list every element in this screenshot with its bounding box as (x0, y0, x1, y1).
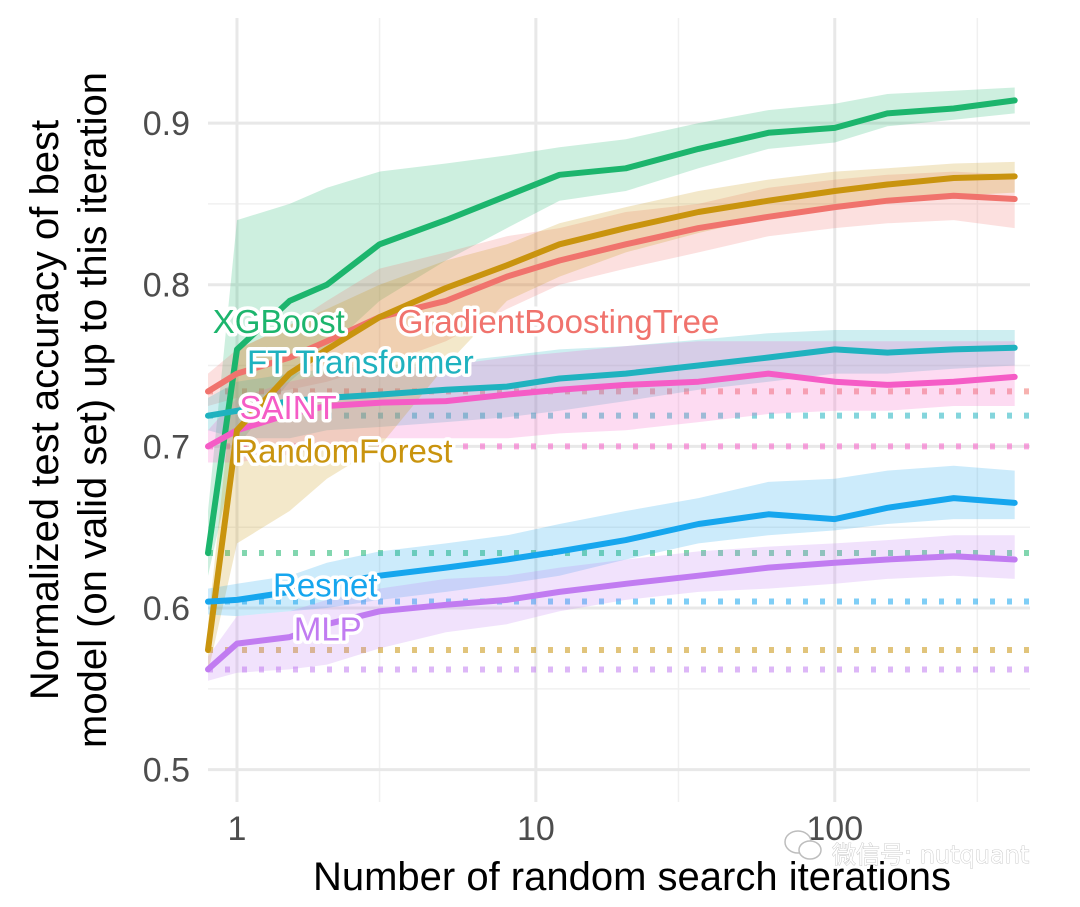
watermark-text: 微信号: nutquant (832, 841, 1029, 869)
label-ft-transformer: FT Transformer (247, 344, 474, 381)
band-gradientboostingtree (208, 171, 1015, 406)
x-tick-label: 1 (228, 810, 247, 848)
tick-labels: 0.50.60.70.80.91 10 100 (143, 105, 863, 848)
line-gradientboostingtree (205, 192, 1018, 395)
line-resnet (205, 495, 1018, 605)
line-mlp (205, 553, 1018, 673)
label-randomforest: RandomForest (234, 433, 452, 470)
y-tick-label: 0.9 (143, 105, 190, 143)
label-saint: SAINT (240, 389, 337, 426)
y-tick-label: 0.6 (143, 590, 190, 628)
line-randomforest (205, 173, 1018, 653)
watermark: 微信号: nutquant (784, 830, 1030, 869)
x-tick-label: 10 (517, 810, 555, 848)
y-axis-title-line-2: model (on valid set) up to this iteratio… (71, 72, 115, 748)
baseline-dotted-lines (208, 388, 1030, 673)
x-axis-title: Number of random search iterations (313, 855, 951, 899)
y-axis-title-line-1: Normalized test accuracy of best (23, 120, 67, 700)
band-mlp (208, 535, 1015, 681)
band-xgboost (208, 87, 1015, 576)
series-labels: XGBoost GradientBoostingTree FT Transforme… (209, 300, 723, 651)
band-saint (208, 341, 1015, 463)
y-tick-label: 0.7 (143, 428, 190, 466)
band-randomforest (208, 161, 1015, 673)
series-lines (205, 97, 1018, 673)
line-saint (205, 370, 1018, 450)
y-tick-label: 0.5 (143, 752, 190, 790)
line-ft-transformer (205, 344, 1018, 419)
label-resnet: Resnet (273, 567, 378, 604)
label-mlp: MLP (294, 610, 362, 647)
label-gradientboostingtree: GradientBoostingTree (398, 303, 720, 340)
y-axis-title: Normalized test accuracy of best model (… (23, 72, 115, 748)
wechat-icon (784, 830, 822, 860)
y-tick-label: 0.8 (143, 267, 190, 305)
label-xgboost: XGBoost (213, 303, 345, 340)
line-xgboost (205, 97, 1018, 557)
